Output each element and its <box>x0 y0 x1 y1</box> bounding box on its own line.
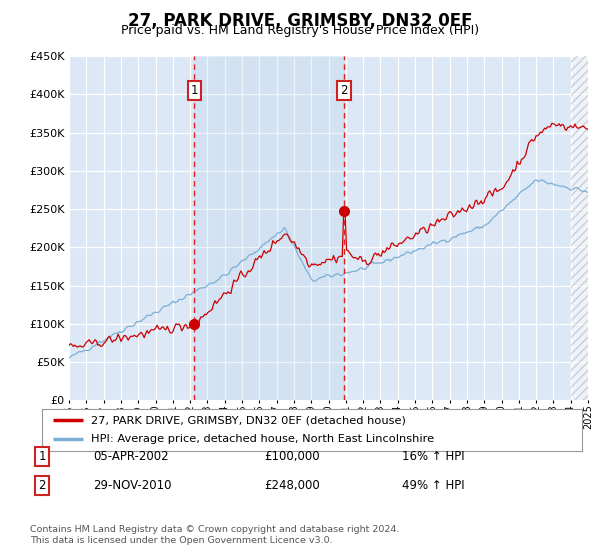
Text: £248,000: £248,000 <box>264 479 320 492</box>
Text: £100,000: £100,000 <box>264 450 320 463</box>
Text: HPI: Average price, detached house, North East Lincolnshire: HPI: Average price, detached house, Nort… <box>91 435 434 445</box>
Bar <box>571 56 588 400</box>
Text: 1: 1 <box>38 450 46 463</box>
Text: 27, PARK DRIVE, GRIMSBY, DN32 0EF: 27, PARK DRIVE, GRIMSBY, DN32 0EF <box>128 12 472 30</box>
Text: 27, PARK DRIVE, GRIMSBY, DN32 0EF (detached house): 27, PARK DRIVE, GRIMSBY, DN32 0EF (detac… <box>91 415 406 425</box>
Text: 05-APR-2002: 05-APR-2002 <box>93 450 169 463</box>
Text: 29-NOV-2010: 29-NOV-2010 <box>93 479 172 492</box>
Text: 1: 1 <box>191 84 198 97</box>
Text: 49% ↑ HPI: 49% ↑ HPI <box>402 479 464 492</box>
Bar <box>571 56 588 400</box>
Bar <box>194 56 344 400</box>
Text: Contains HM Land Registry data © Crown copyright and database right 2024.
This d: Contains HM Land Registry data © Crown c… <box>30 525 400 545</box>
Text: 16% ↑ HPI: 16% ↑ HPI <box>402 450 464 463</box>
Text: 2: 2 <box>38 479 46 492</box>
Text: Price paid vs. HM Land Registry's House Price Index (HPI): Price paid vs. HM Land Registry's House … <box>121 24 479 37</box>
Text: 2: 2 <box>340 84 348 97</box>
